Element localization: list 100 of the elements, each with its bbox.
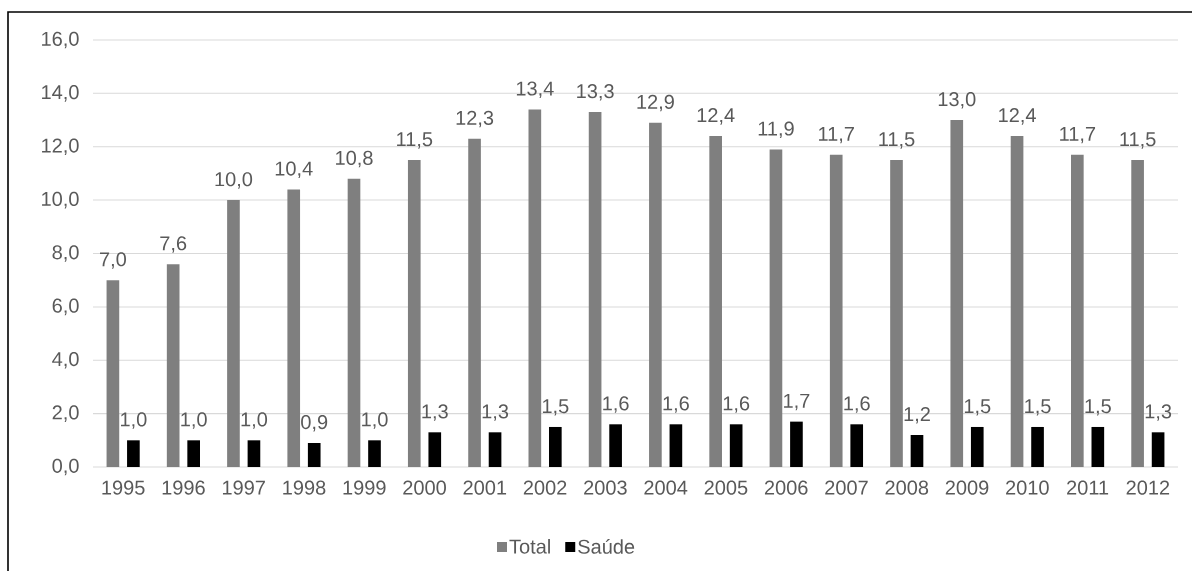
data-label: 0,9 bbox=[301, 415, 328, 432]
data-label: 7,6 bbox=[160, 236, 187, 253]
y-tick-label: 10,0 bbox=[42, 191, 79, 209]
data-label: 1,5 bbox=[542, 399, 569, 416]
y-tick-label: 12,0 bbox=[42, 138, 79, 156]
data-label: 1,2 bbox=[904, 407, 930, 424]
bar bbox=[609, 424, 622, 467]
bar bbox=[669, 424, 683, 467]
x-tick-label: 2006 bbox=[764, 480, 808, 495]
data-label: 1,7 bbox=[784, 393, 810, 411]
y-tick-label: 16,0 bbox=[42, 31, 79, 49]
bar bbox=[287, 189, 301, 467]
x-tick-label: 2008 bbox=[885, 480, 929, 495]
x-tick-label: 1997 bbox=[222, 480, 265, 495]
bar bbox=[950, 120, 964, 467]
x-tick-label: 2011 bbox=[1067, 480, 1109, 495]
bar bbox=[709, 136, 722, 467]
data-label: 10,0 bbox=[215, 172, 253, 189]
data-label: 12,3 bbox=[456, 110, 494, 128]
bar bbox=[649, 122, 662, 467]
y-tick-label: 6,0 bbox=[52, 298, 79, 316]
bar bbox=[1031, 426, 1044, 467]
bar bbox=[549, 426, 562, 467]
y-tick-label: 2,0 bbox=[52, 405, 79, 422]
bar bbox=[368, 440, 381, 467]
x-tick-label: 1999 bbox=[343, 480, 386, 495]
data-label: 1,0 bbox=[121, 412, 147, 429]
y-tick-label: 4,0 bbox=[52, 351, 79, 369]
data-label: 12,4 bbox=[999, 108, 1036, 125]
bar bbox=[247, 440, 261, 467]
bar bbox=[790, 421, 803, 467]
bar bbox=[1131, 160, 1144, 467]
data-label: 1,0 bbox=[241, 412, 268, 429]
bar bbox=[407, 160, 421, 467]
data-label: 11,5 bbox=[1120, 132, 1156, 149]
bar bbox=[227, 200, 240, 467]
bar bbox=[1071, 154, 1084, 467]
x-tick-label: 1995 bbox=[102, 480, 145, 495]
bar bbox=[850, 424, 864, 467]
data-label: 1,3 bbox=[482, 404, 509, 421]
data-label: 1,6 bbox=[844, 396, 870, 413]
data-label: 13,0 bbox=[938, 92, 976, 109]
data-label: 1,5 bbox=[1085, 399, 1111, 416]
x-tick-label: 2001 bbox=[463, 480, 507, 495]
data-label: 10,4 bbox=[275, 161, 313, 178]
data-label: 1,5 bbox=[1025, 399, 1051, 416]
data-label: 1,6 bbox=[603, 396, 629, 413]
legend-label: Saúde bbox=[578, 538, 635, 554]
data-label: 7,0 bbox=[100, 252, 127, 269]
bar bbox=[1151, 432, 1165, 467]
bar bbox=[166, 264, 180, 467]
x-tick-label: 2007 bbox=[825, 480, 868, 495]
x-tick-label: 2002 bbox=[523, 480, 567, 495]
data-label: 1,6 bbox=[723, 396, 750, 413]
bar bbox=[890, 160, 903, 467]
bar bbox=[428, 432, 442, 467]
data-label: 1,3 bbox=[422, 404, 448, 421]
bar bbox=[769, 149, 783, 467]
x-tick-label: 2000 bbox=[403, 480, 446, 495]
data-label: 12,9 bbox=[637, 94, 674, 112]
y-tick-label: 8,0 bbox=[52, 245, 79, 262]
data-label: 11,7 bbox=[819, 127, 854, 144]
data-label: 11,9 bbox=[758, 121, 794, 138]
data-label: 1,6 bbox=[663, 396, 689, 413]
bar bbox=[127, 440, 140, 467]
data-label: 12,4 bbox=[697, 108, 735, 125]
data-label: 1,5 bbox=[964, 399, 991, 416]
bar bbox=[829, 154, 843, 467]
data-label: 11,5 bbox=[879, 132, 915, 149]
data-label: 10,8 bbox=[336, 150, 373, 168]
data-label: 1,0 bbox=[362, 412, 388, 429]
bar bbox=[1010, 136, 1024, 467]
y-tick-label: 0,0 bbox=[52, 458, 79, 476]
bar bbox=[1091, 426, 1105, 467]
bar bbox=[729, 424, 743, 467]
x-tick-label: 2012 bbox=[1126, 480, 1170, 495]
bar bbox=[588, 112, 602, 467]
x-tick-label: 1998 bbox=[283, 480, 326, 495]
x-tick-label: 2009 bbox=[945, 480, 989, 495]
x-tick-label: 2003 bbox=[584, 480, 627, 495]
data-label: 1,0 bbox=[181, 412, 207, 429]
bar bbox=[307, 442, 321, 467]
bar bbox=[468, 138, 481, 467]
bar bbox=[106, 280, 120, 467]
x-tick-label: 2005 bbox=[704, 480, 748, 495]
bar bbox=[910, 434, 924, 467]
y-tick-label: 14,0 bbox=[42, 85, 79, 102]
bar bbox=[187, 440, 200, 467]
data-label: 11,7 bbox=[1060, 127, 1096, 144]
data-label: 13,3 bbox=[577, 84, 614, 101]
legend-label: Total bbox=[509, 539, 550, 554]
x-tick-label: 1996 bbox=[162, 480, 205, 495]
data-label: 1,3 bbox=[1145, 404, 1172, 421]
bar bbox=[347, 178, 361, 467]
x-tick-label: 2004 bbox=[644, 480, 688, 495]
bar bbox=[970, 426, 984, 467]
data-label: 13,4 bbox=[516, 81, 554, 98]
x-tick-label: 2010 bbox=[1006, 480, 1049, 495]
bar bbox=[488, 432, 502, 467]
bar bbox=[528, 109, 542, 467]
